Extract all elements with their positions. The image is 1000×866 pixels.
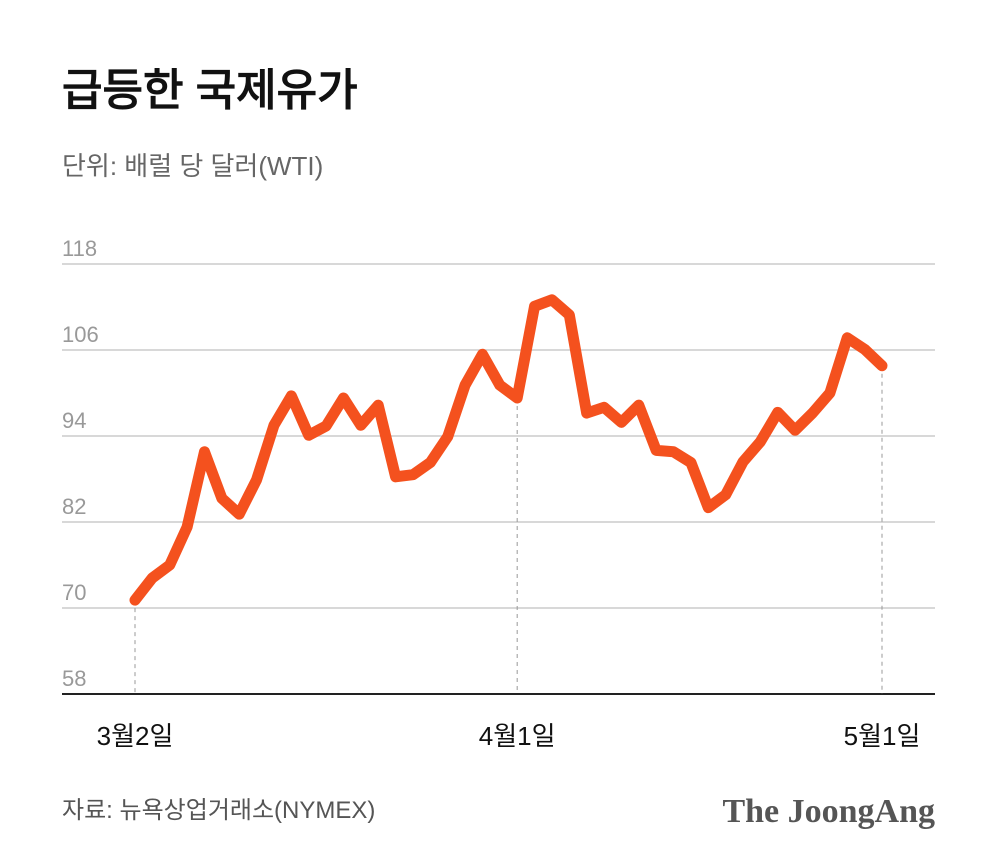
x-tick-label: 3월2일 [97, 721, 174, 751]
y-tick-label: 70 [62, 580, 86, 605]
source: 자료: 뉴욕상업거래소(NYMEX) [62, 797, 375, 824]
y-tick-label: 106 [62, 322, 99, 347]
x-tick-label: 5월1일 [844, 721, 921, 751]
y-tick-label: 94 [62, 408, 86, 433]
line-series [129, 294, 888, 606]
x-tick-label: 4월1일 [479, 721, 556, 751]
chart-title: 급등한 국제유가 [62, 66, 358, 115]
brand: The JoongAng [722, 793, 935, 830]
y-tick-label: 118 [62, 236, 97, 261]
y-tick-label: 82 [62, 494, 86, 519]
y-tick-label: 58 [62, 666, 86, 691]
subtitle: 단위: 배럴 당 달러(WTI) [62, 151, 323, 181]
